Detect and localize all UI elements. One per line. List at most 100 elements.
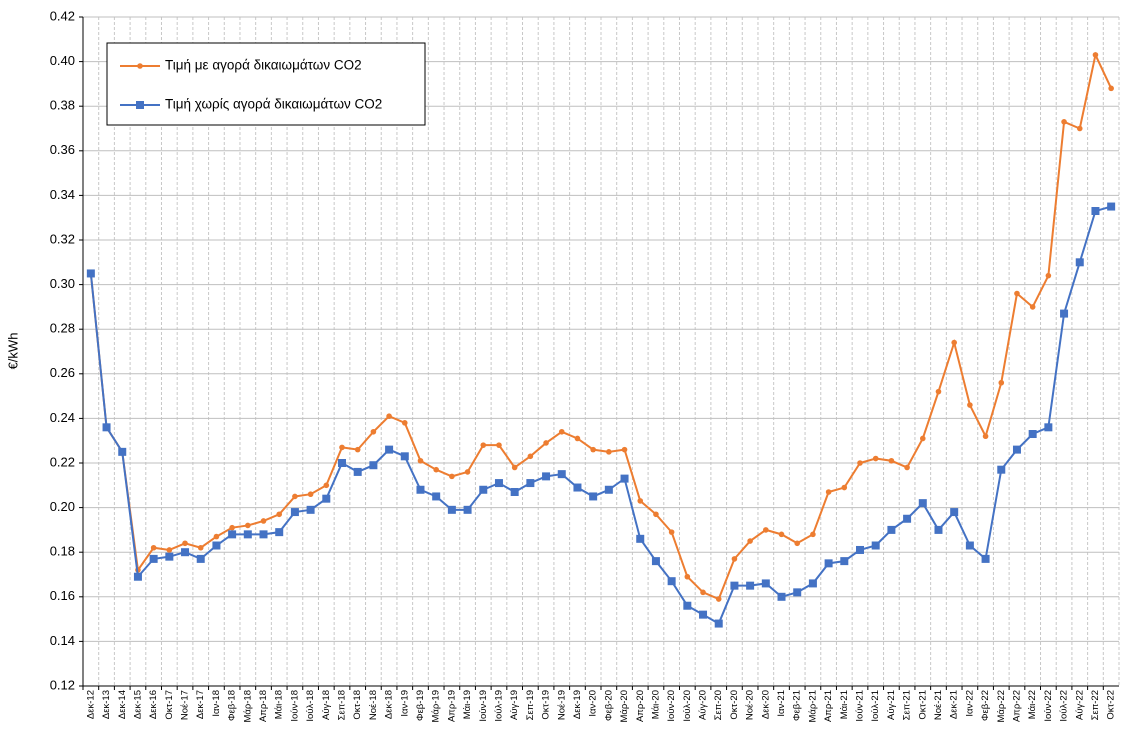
data-point: [903, 514, 912, 523]
data-point: [275, 528, 284, 537]
data-point: [496, 442, 502, 448]
data-point: [102, 423, 111, 432]
data-point: [212, 541, 221, 550]
data-point: [1107, 202, 1116, 211]
data-point: [542, 472, 551, 481]
data-point: [606, 449, 612, 455]
y-tick-label: 0.30: [50, 276, 75, 291]
data-point: [918, 499, 927, 508]
x-tick-label: Δεκ-21: [949, 690, 960, 719]
data-point: [1045, 272, 1052, 279]
data-point: [825, 489, 832, 495]
x-tick-label: Νοέ-20: [745, 690, 756, 720]
data-point: [150, 544, 157, 551]
data-point: [904, 464, 910, 471]
data-point: [794, 540, 801, 547]
data-point: [653, 511, 659, 518]
x-tick-label: Ιούλ-21: [870, 690, 881, 722]
data-point: [196, 554, 205, 563]
x-tick-label: Οκτ-20: [729, 690, 740, 720]
data-point: [417, 457, 424, 464]
data-point: [416, 485, 425, 494]
x-tick-label: Αύγ-20: [698, 690, 709, 720]
data-point: [307, 491, 314, 498]
data-point: [526, 479, 535, 488]
data-point: [166, 547, 173, 553]
data-point: [558, 428, 565, 435]
data-point: [997, 465, 1006, 474]
x-tick-label: Αύγ-21: [886, 690, 897, 720]
data-point: [1061, 119, 1067, 125]
data-point: [574, 435, 581, 442]
x-tick-label: Μάι-21: [839, 690, 850, 719]
x-tick-label: Ιαν-21: [776, 690, 787, 717]
data-point: [322, 494, 331, 503]
y-tick-label: 0.12: [50, 677, 75, 692]
data-point: [621, 446, 628, 453]
x-tick-label: Φεβ-20: [603, 690, 614, 721]
x-tick-label: Απρ-22: [1011, 690, 1022, 722]
x-tick-label: Δεκ-19: [572, 690, 583, 719]
x-tick-label: Ιαν-18: [211, 690, 222, 717]
data-point: [1108, 85, 1114, 92]
y-axis-label: €/kWh: [5, 333, 20, 370]
data-point: [494, 479, 503, 488]
data-point: [433, 466, 439, 473]
data-point: [323, 482, 330, 489]
x-tick-label: Μάι-20: [650, 690, 661, 719]
data-point: [511, 464, 518, 471]
x-tick-label: Νοέ-18: [368, 690, 379, 720]
data-point: [290, 508, 299, 517]
x-tick-label: Σεπ-22: [1090, 690, 1101, 720]
x-tick-label: Ιαν-19: [399, 690, 410, 717]
data-point: [353, 467, 362, 476]
x-tick-label: Αύγ-19: [509, 690, 520, 720]
data-point: [919, 435, 926, 442]
data-point: [763, 527, 769, 533]
data-point: [965, 541, 974, 550]
x-tick-label: Μάρ-22: [996, 690, 1007, 723]
x-tick-label: Δεκ-18: [384, 690, 395, 719]
data-point: [715, 596, 722, 602]
data-point: [636, 534, 645, 543]
data-point: [856, 545, 864, 554]
x-tick-label: Οκτ-22: [1106, 690, 1117, 720]
data-point: [699, 610, 708, 619]
x-tick-label: Μάι-19: [462, 690, 473, 719]
x-tick-label: Οκτ-17: [164, 690, 175, 720]
y-tick-label: 0.24: [50, 410, 75, 425]
data-point: [1029, 304, 1036, 310]
x-tick-label: Φεβ-21: [792, 690, 803, 721]
y-tick-label: 0.22: [50, 454, 75, 469]
data-point: [981, 554, 990, 563]
data-point: [778, 531, 785, 538]
x-tick-label: Σεπ-18: [337, 690, 348, 720]
data-point: [229, 524, 235, 531]
data-point: [369, 461, 378, 470]
data-point: [872, 455, 879, 462]
data-point: [213, 533, 220, 540]
data-point: [700, 589, 706, 596]
x-tick-label: Απρ-20: [635, 690, 646, 722]
y-tick-label: 0.34: [50, 187, 75, 202]
data-point: [934, 525, 943, 534]
x-tick-label: Μάρ-19: [431, 690, 442, 723]
y-tick-label: 0.38: [50, 98, 75, 113]
data-point: [604, 485, 613, 494]
legend-marker: [136, 101, 144, 109]
data-point: [841, 484, 848, 491]
data-point: [370, 428, 377, 435]
x-tick-label: Οκτ-18: [352, 690, 363, 720]
x-tick-label: Μάι-22: [1027, 690, 1038, 719]
data-point: [401, 420, 408, 426]
y-tick-label: 0.18: [50, 544, 75, 559]
y-tick-label: 0.28: [50, 321, 75, 336]
x-tick-label: Νοέ-19: [556, 690, 567, 720]
x-tick-label: Ιούλ-19: [493, 690, 504, 722]
data-point: [1028, 430, 1037, 439]
data-point: [951, 339, 957, 346]
data-point: [590, 446, 596, 453]
data-point: [1012, 445, 1021, 454]
x-tick-label: Νοέ-17: [180, 690, 191, 720]
data-point: [967, 402, 973, 408]
